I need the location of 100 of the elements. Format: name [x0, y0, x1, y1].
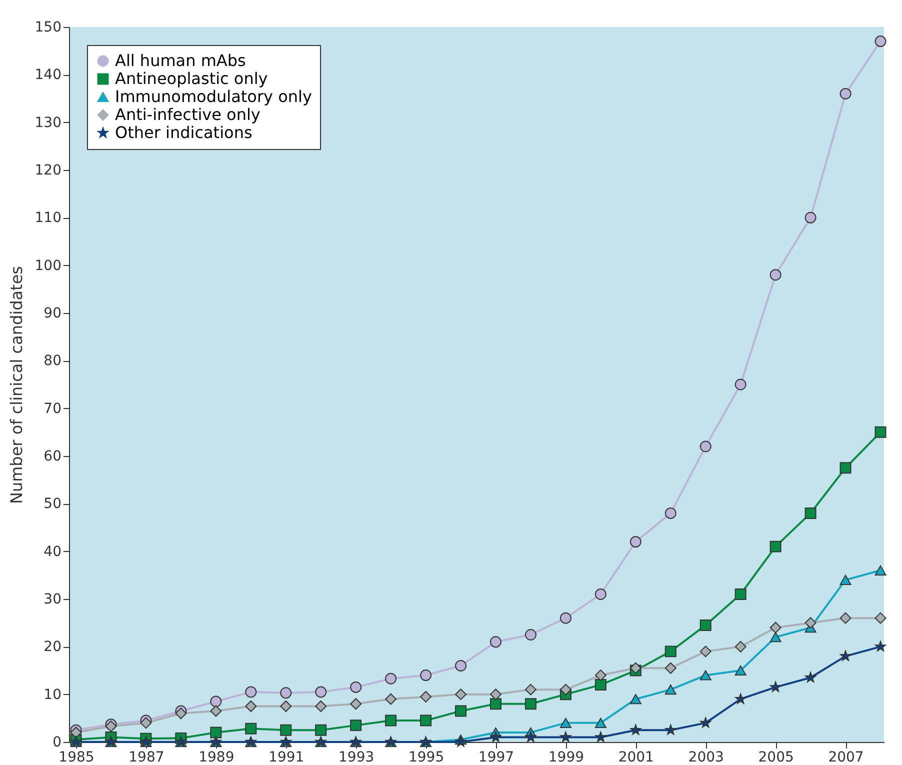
- point: [490, 688, 502, 700]
- point: [770, 540, 782, 552]
- point: [420, 714, 432, 726]
- point: [734, 640, 746, 652]
- point: [630, 694, 642, 704]
- point: [280, 724, 292, 736]
- point: [385, 693, 397, 705]
- y-tick-label: 140: [34, 67, 62, 84]
- point: [280, 700, 292, 712]
- point: [630, 662, 642, 674]
- point: [840, 462, 852, 474]
- point: [594, 679, 606, 691]
- point: [490, 731, 502, 742]
- point: [560, 731, 572, 742]
- legend-label: Immunomodulatory only: [115, 87, 312, 106]
- x-tick-label: 1995: [408, 750, 444, 765]
- point: [700, 670, 712, 680]
- y-tick-label: 120: [34, 162, 62, 178]
- point: [524, 629, 536, 640]
- point: [840, 650, 852, 661]
- y-tick-label: 50: [44, 496, 62, 512]
- y-tick-label: 30: [44, 592, 62, 608]
- point: [420, 690, 432, 702]
- x-tick-label: 2001: [618, 750, 654, 765]
- point: [560, 718, 572, 728]
- point: [315, 724, 327, 736]
- legend-label: Antineoplastic only: [115, 69, 268, 88]
- point: [700, 440, 712, 452]
- y-tick-label: 40: [44, 544, 62, 560]
- y-tick-label: 70: [44, 400, 62, 417]
- point: [700, 717, 712, 728]
- point: [490, 636, 502, 648]
- point: [350, 720, 362, 732]
- x-tick-label: 2005: [758, 750, 794, 765]
- x-tick-label: 1991: [268, 750, 304, 765]
- point: [455, 705, 467, 717]
- point: [804, 507, 816, 519]
- point: [175, 708, 187, 720]
- y-axis-title: Number of clinical candidates: [6, 266, 26, 504]
- point: [630, 724, 642, 735]
- point: [210, 726, 222, 738]
- y-tick-label: 100: [34, 258, 62, 274]
- point: [700, 646, 712, 658]
- point: [525, 731, 536, 742]
- point: [245, 722, 257, 734]
- point: [210, 696, 222, 708]
- legend-label: Other indications: [115, 123, 252, 142]
- point: [630, 536, 642, 548]
- legend-label: Anti-infective only: [115, 105, 260, 124]
- point: [804, 212, 816, 224]
- y-tick-label: 10: [44, 686, 62, 703]
- point: [664, 662, 676, 674]
- point: [315, 686, 327, 698]
- point: [874, 612, 886, 624]
- point: [490, 698, 502, 710]
- point: [734, 588, 746, 600]
- point: [595, 731, 606, 742]
- point: [735, 693, 746, 704]
- point: [875, 640, 886, 652]
- x-tick-label: 1997: [478, 750, 514, 765]
- point: [140, 717, 152, 729]
- point: [770, 681, 782, 692]
- y-tick-label: 60: [44, 448, 62, 464]
- point: [245, 700, 257, 712]
- y-tick-label: 90: [44, 306, 62, 322]
- x-tick-label: 2003: [688, 750, 724, 765]
- point: [874, 565, 886, 576]
- point: [840, 574, 852, 585]
- point: [805, 672, 816, 682]
- point: [385, 714, 397, 726]
- point: [385, 672, 397, 684]
- point: [840, 88, 852, 100]
- y-tick-label: 110: [34, 210, 62, 226]
- point: [594, 718, 606, 728]
- point: [665, 724, 676, 735]
- point: [524, 698, 536, 710]
- point: [280, 687, 292, 699]
- point: [594, 670, 606, 682]
- point: [734, 665, 746, 676]
- point: [840, 612, 852, 624]
- point: [560, 684, 572, 696]
- point: [734, 378, 746, 390]
- point: [664, 684, 676, 695]
- point: [804, 617, 816, 629]
- point: [770, 622, 782, 634]
- x-tick-label: 1987: [128, 750, 164, 765]
- x-tick-label: 1999: [548, 750, 584, 765]
- point: [210, 705, 222, 717]
- point: [455, 688, 467, 700]
- y-tick-label: 80: [44, 353, 62, 370]
- point: [524, 684, 536, 696]
- point: [350, 698, 362, 710]
- point: [350, 681, 362, 693]
- point: [70, 726, 82, 738]
- point: [594, 588, 606, 600]
- point: [874, 36, 886, 48]
- point: [874, 426, 886, 438]
- x-tick-label: 2007: [828, 750, 864, 765]
- legend-label: All human mAbs: [115, 51, 246, 70]
- point: [664, 507, 676, 519]
